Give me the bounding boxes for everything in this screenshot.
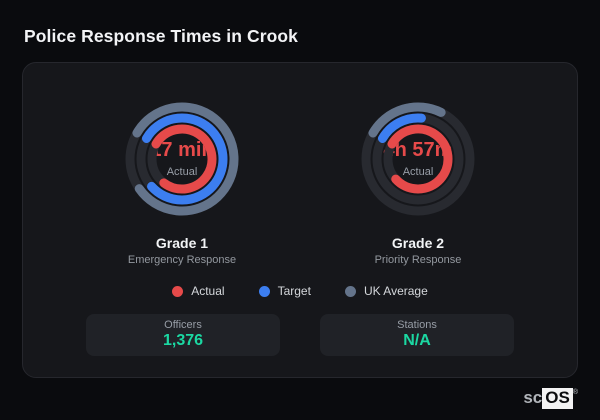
stat-stations-value: N/A — [403, 332, 431, 349]
legend-item-uk-average: UK Average — [344, 284, 428, 298]
grade-2-subtitle: Priority Response — [374, 254, 462, 266]
grade-1-center-label: 17 min Actual — [122, 99, 242, 219]
registered-mark-icon: ® — [572, 389, 578, 396]
legend-label-actual: Actual — [191, 284, 225, 298]
grade-2-rings — [361, 102, 475, 216]
dashboard-page: Police Response Times in Crook 17 min Ac… — [0, 0, 600, 409]
legend-item-actual: Actual — [172, 284, 225, 298]
gauge-grade-2: 4h 57m Actual Grade 2 Priority Response — [333, 99, 503, 266]
response-times-card: 17 min Actual Grade 1 Emergency Response… — [22, 62, 578, 378]
legend-item-target: Target — [258, 284, 311, 298]
brand-watermark: sc OS ® — [523, 388, 578, 409]
brand-boxed: OS — [542, 388, 573, 409]
gauges-row: 17 min Actual Grade 1 Emergency Response… — [23, 99, 577, 266]
grade-1-title: Grade 1 — [155, 235, 209, 251]
brand-prefix: sc — [523, 388, 543, 407]
legend: Actual Target UK Average — [23, 284, 577, 298]
grade-1-actual-value: 17 min — [150, 139, 214, 161]
actual-dot-icon — [172, 285, 184, 297]
grade-1-subtitle: Emergency Response — [127, 254, 237, 266]
stats-row: Officers 1,376 Stations N/A — [23, 314, 577, 356]
legend-label-target: Target — [277, 284, 311, 298]
grade-2-center-label: 4h 57m Actual — [358, 99, 478, 219]
stat-officers-label: Officers — [164, 319, 202, 331]
grade-2-actual-caption: Actual — [402, 166, 434, 178]
grade-1-actual-caption: Actual — [166, 166, 198, 178]
grade-2-actual-value: 4h 57m — [383, 139, 453, 161]
page-title: Police Response Times in Crook — [24, 26, 299, 46]
stat-officers-value: 1,376 — [162, 332, 204, 349]
stat-officers: Officers 1,376 — [86, 314, 280, 356]
grade-2-title: Grade 2 — [391, 235, 445, 251]
grade-2-gauge-chart: 4h 57m Actual — [358, 99, 478, 219]
grade-1-rings — [125, 102, 239, 216]
stat-stations: Stations N/A — [320, 314, 514, 356]
stat-stations-label: Stations — [397, 319, 437, 331]
uk-average-dot-icon — [344, 285, 356, 297]
gauge-grade-1: 17 min Actual Grade 1 Emergency Response — [97, 99, 267, 266]
legend-label-uk-average: UK Average — [363, 284, 428, 298]
grade-1-gauge-chart: 17 min Actual — [122, 99, 242, 219]
target-dot-icon — [258, 285, 270, 297]
